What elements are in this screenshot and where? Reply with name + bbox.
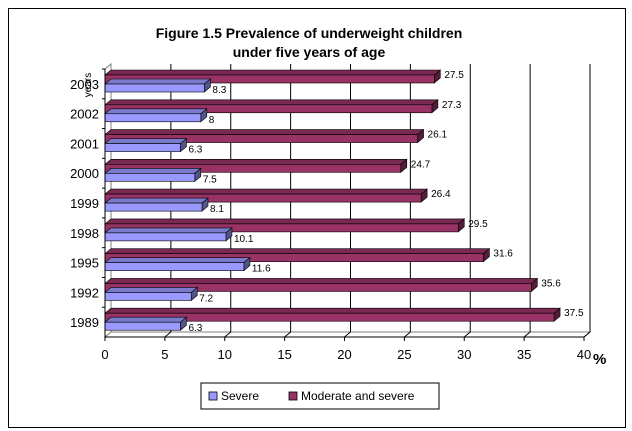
y-tick-label: 2003 — [70, 77, 99, 92]
legend: Severe Moderate and severe — [200, 382, 440, 410]
x-tick-label: 20 — [337, 347, 351, 362]
data-label-moderate-and-severe: 31.6 — [493, 249, 513, 260]
data-label-moderate-and-severe: 29.5 — [468, 219, 488, 230]
data-label-severe: 6.3 — [188, 323, 202, 334]
bar-front — [104, 173, 196, 182]
bar-severe — [104, 137, 188, 153]
data-label-severe: 6.3 — [188, 145, 202, 156]
bar-moderate-and-severe — [104, 99, 439, 114]
bar-top — [104, 218, 466, 225]
bar-top — [104, 278, 539, 284]
bar-front — [104, 113, 202, 123]
data-label-severe: 8.3 — [212, 85, 226, 96]
legend-swatch — [288, 391, 298, 401]
bar-front — [104, 83, 205, 93]
y-tick-label: 2002 — [70, 107, 99, 122]
bar-top — [104, 159, 408, 165]
y-tick-label: 1989 — [70, 315, 99, 330]
x-tick-label: 15 — [277, 347, 291, 362]
data-label-moderate-and-severe: 24.7 — [411, 159, 431, 170]
bar-chart: Figure 1.5 Prevalence of underweight chi… — [70, 25, 606, 410]
y-tick-label: 1999 — [70, 196, 99, 211]
bar-front — [104, 143, 181, 152]
gridline-floor — [164, 331, 172, 338]
bar-front — [104, 202, 203, 212]
bar-moderate-and-severe — [104, 128, 425, 144]
bar-severe — [104, 197, 209, 212]
bar-top — [104, 129, 425, 135]
data-label-moderate-and-severe: 27.5 — [444, 70, 464, 81]
x-tick-label: 40 — [577, 347, 591, 362]
bar-severe — [104, 257, 251, 272]
bar-top — [104, 188, 428, 195]
gridline-floor — [224, 331, 232, 338]
y-tick-label: 1992 — [70, 285, 99, 300]
bar-front — [104, 321, 181, 331]
gridline-floor — [344, 331, 351, 338]
bar-severe — [104, 108, 208, 123]
data-label-severe: 8.1 — [210, 204, 224, 215]
x-tick-label: 35 — [517, 347, 531, 362]
gridline-floor — [523, 331, 531, 338]
gridline-floor — [463, 331, 471, 338]
y-tick-label: 2001 — [70, 136, 99, 151]
data-label-severe: 11.6 — [252, 264, 271, 275]
x-tick-label: 5 — [161, 347, 168, 362]
chart-title-line-1: Figure 1.5 Prevalence of underweight chi… — [156, 25, 463, 41]
bar-severe — [104, 286, 199, 302]
y-tick-label: 2000 — [70, 166, 99, 181]
data-label-moderate-and-severe: 26.1 — [428, 130, 448, 141]
data-label-moderate-and-severe: 37.5 — [564, 308, 584, 319]
chart-frame: Figure 1.5 Prevalence of underweight chi… — [8, 8, 626, 428]
bar-top — [104, 197, 209, 204]
x-axis-unit-label: % — [593, 351, 606, 368]
x-tick-label: 25 — [397, 347, 411, 362]
y-axis-label: years — [83, 73, 94, 97]
gridline-floor — [284, 331, 291, 338]
gridline-floor — [583, 331, 591, 338]
bar-top — [104, 227, 233, 234]
plot-area: 27.5 8.3 2003 27.3 8 2002 26.1 6.3 2001 24.7 7.5 20… — [70, 62, 592, 362]
bar-top — [104, 78, 212, 85]
x-tick-label: 30 — [457, 347, 471, 362]
bar-front — [104, 292, 192, 301]
bar-severe — [104, 316, 188, 331]
y-tick-label: 1995 — [70, 256, 99, 271]
bar-top — [104, 307, 561, 314]
bar-top — [104, 316, 188, 323]
bar-front — [104, 232, 227, 242]
data-label-severe: 7.2 — [199, 293, 213, 304]
x-tick-label: 10 — [218, 347, 232, 362]
bar-moderate-and-severe — [104, 248, 491, 263]
legend-label: Severe — [221, 389, 259, 403]
bar-moderate-and-severe — [104, 158, 408, 173]
chart-title-line-2: under five years of age — [233, 44, 386, 60]
bar-top — [104, 287, 199, 293]
data-label-moderate-and-severe: 35.6 — [541, 278, 561, 289]
bar-moderate-and-severe — [104, 218, 466, 233]
bar-top — [104, 108, 208, 115]
bar-severe — [104, 78, 212, 93]
bar-top — [104, 138, 188, 144]
x-tick-label: 0 — [101, 347, 108, 362]
bar-top — [104, 69, 442, 76]
legend-swatch — [208, 391, 218, 401]
data-label-severe: 10.1 — [234, 234, 254, 245]
legend-label: Moderate and severe — [301, 389, 415, 403]
data-label-severe: 7.5 — [203, 174, 217, 185]
bar-severe — [104, 227, 233, 242]
bar-front — [104, 262, 245, 271]
legend-box — [200, 382, 440, 410]
bar-top — [104, 257, 251, 263]
data-label-moderate-and-severe: 27.3 — [442, 100, 462, 111]
y-tick-label: 1998 — [70, 226, 99, 241]
bar-top — [104, 99, 439, 106]
data-label-severe: 8 — [209, 115, 215, 126]
data-label-moderate-and-severe: 26.4 — [431, 189, 451, 200]
bar-top — [104, 168, 202, 174]
bar-top — [104, 248, 491, 254]
bar-severe — [104, 167, 202, 182]
gridline-floor — [404, 331, 411, 338]
